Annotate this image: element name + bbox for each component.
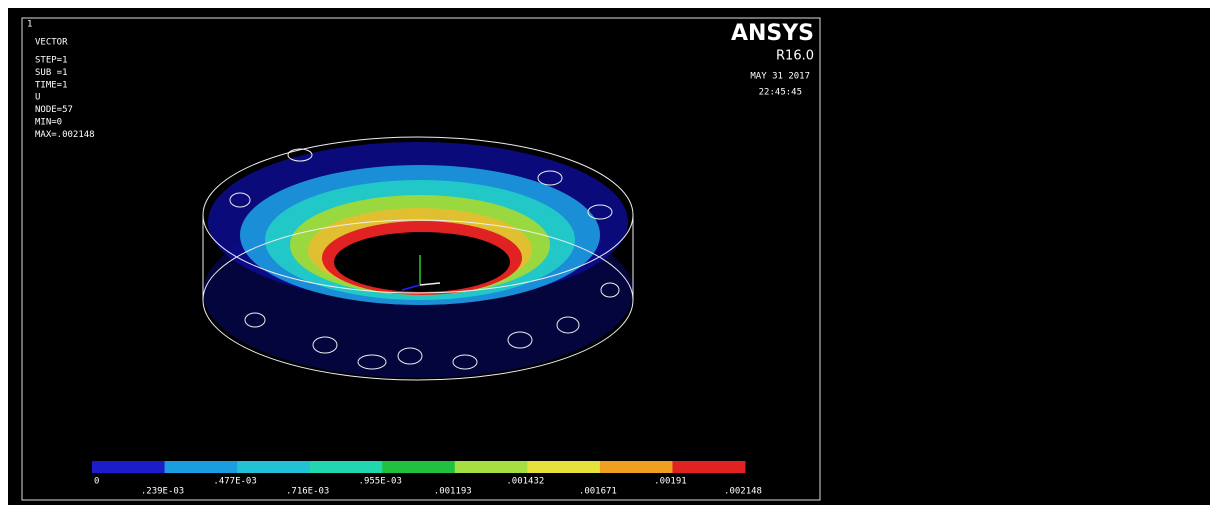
time: 22:45:45	[759, 88, 802, 98]
model	[203, 137, 633, 380]
info-line: STEP=1	[35, 56, 68, 66]
screen: 1 VECTOR STEP=1 SUB =1 TIME=1 U NODE=57 MIN=0…	[0, 0, 1217, 510]
info-line: SUB =1	[35, 68, 68, 78]
legend-label: .001432	[506, 477, 544, 487]
info-line: NODE=57	[35, 105, 73, 115]
legend-label: .001671	[579, 487, 617, 497]
legend-label: .239E-03	[141, 487, 184, 497]
date: MAY 31 2017	[750, 72, 810, 82]
legend-swatch	[672, 461, 745, 473]
legend-swatch	[527, 461, 600, 473]
brand-name: ANSYS	[731, 21, 814, 46]
info-line: TIME=1	[35, 80, 68, 90]
legend-label: .002148	[724, 487, 762, 497]
legend-label: .955E-03	[359, 477, 402, 487]
legend-label: .716E-03	[286, 487, 329, 497]
legend-label: .00191	[654, 477, 687, 487]
legend-swatch	[310, 461, 383, 473]
legend-label: .477E-03	[213, 477, 256, 487]
version: R16.0	[776, 49, 814, 64]
legend-label: .001193	[434, 487, 472, 497]
legend-swatch	[382, 461, 455, 473]
legend-swatch	[600, 461, 673, 473]
legend-label: 0	[94, 477, 99, 487]
legend-swatch	[455, 461, 528, 473]
legend-swatch	[237, 461, 310, 473]
legend-swatch	[92, 461, 165, 473]
info-line: MAX=.002148	[35, 130, 95, 140]
plot-type: VECTOR	[35, 38, 68, 48]
info-line: U	[35, 93, 40, 103]
page: 1 VECTOR STEP=1 SUB =1 TIME=1 U NODE=57 MIN=0…	[0, 0, 1217, 510]
info-line: MIN=0	[35, 118, 62, 128]
legend-swatch	[165, 461, 238, 473]
window-number: 1	[27, 20, 32, 30]
